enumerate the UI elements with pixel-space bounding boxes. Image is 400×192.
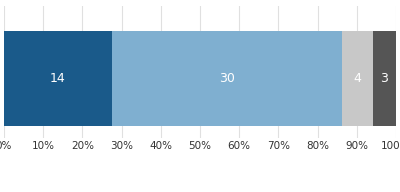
Text: 30: 30: [219, 72, 235, 85]
Text: 14: 14: [50, 72, 66, 85]
Bar: [4, 31, 112, 126]
Bar: [112, 31, 342, 126]
Bar: [342, 31, 373, 126]
Text: 3: 3: [380, 72, 388, 85]
Text: 4: 4: [354, 72, 362, 85]
Bar: [373, 31, 396, 126]
